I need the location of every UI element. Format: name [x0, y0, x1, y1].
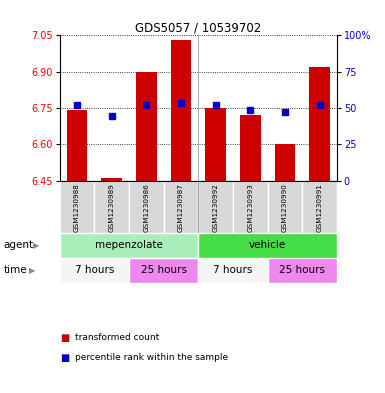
Text: GSM1230987: GSM1230987 [178, 184, 184, 232]
Text: ▶: ▶ [33, 241, 39, 250]
Bar [302, 181, 337, 233]
Text: GSM1230991: GSM1230991 [316, 184, 323, 232]
Text: agent: agent [4, 241, 34, 250]
Bar [233, 181, 268, 233]
Bar [136, 72, 157, 181]
Bar [67, 110, 87, 181]
Text: percentile rank within the sample: percentile rank within the sample [75, 353, 228, 362]
Title: GDS5057 / 10539702: GDS5057 / 10539702 [135, 21, 261, 34]
Bar [171, 40, 191, 181]
Bar [60, 233, 198, 258]
Text: GSM1230990: GSM1230990 [282, 184, 288, 232]
Bar [198, 181, 233, 233]
Text: GSM1230986: GSM1230986 [143, 184, 149, 232]
Text: time: time [4, 265, 27, 275]
Text: GSM1230993: GSM1230993 [247, 184, 253, 232]
Text: 25 hours: 25 hours [279, 265, 325, 275]
Bar [60, 258, 129, 283]
Bar [129, 258, 198, 283]
Bar [101, 178, 122, 181]
Bar [268, 181, 302, 233]
Text: ▶: ▶ [29, 266, 35, 275]
Bar [94, 181, 129, 233]
Bar [198, 258, 268, 283]
Bar [309, 67, 330, 181]
Text: 7 hours: 7 hours [213, 265, 253, 275]
Bar [164, 181, 198, 233]
Text: transformed count: transformed count [75, 334, 159, 342]
Bar [268, 258, 337, 283]
Bar [205, 108, 226, 181]
Bar [129, 181, 164, 233]
Text: GSM1230988: GSM1230988 [74, 184, 80, 232]
Text: GSM1230989: GSM1230989 [109, 184, 115, 232]
Bar [275, 144, 295, 181]
Text: mepenzolate: mepenzolate [95, 241, 163, 250]
Text: GSM1230992: GSM1230992 [213, 184, 219, 232]
Text: 25 hours: 25 hours [141, 265, 187, 275]
Text: ■: ■ [60, 353, 69, 363]
Bar [240, 115, 261, 181]
Text: ■: ■ [60, 333, 69, 343]
Bar [60, 181, 94, 233]
Text: 7 hours: 7 hours [75, 265, 114, 275]
Text: vehicle: vehicle [249, 241, 286, 250]
Bar [198, 233, 337, 258]
